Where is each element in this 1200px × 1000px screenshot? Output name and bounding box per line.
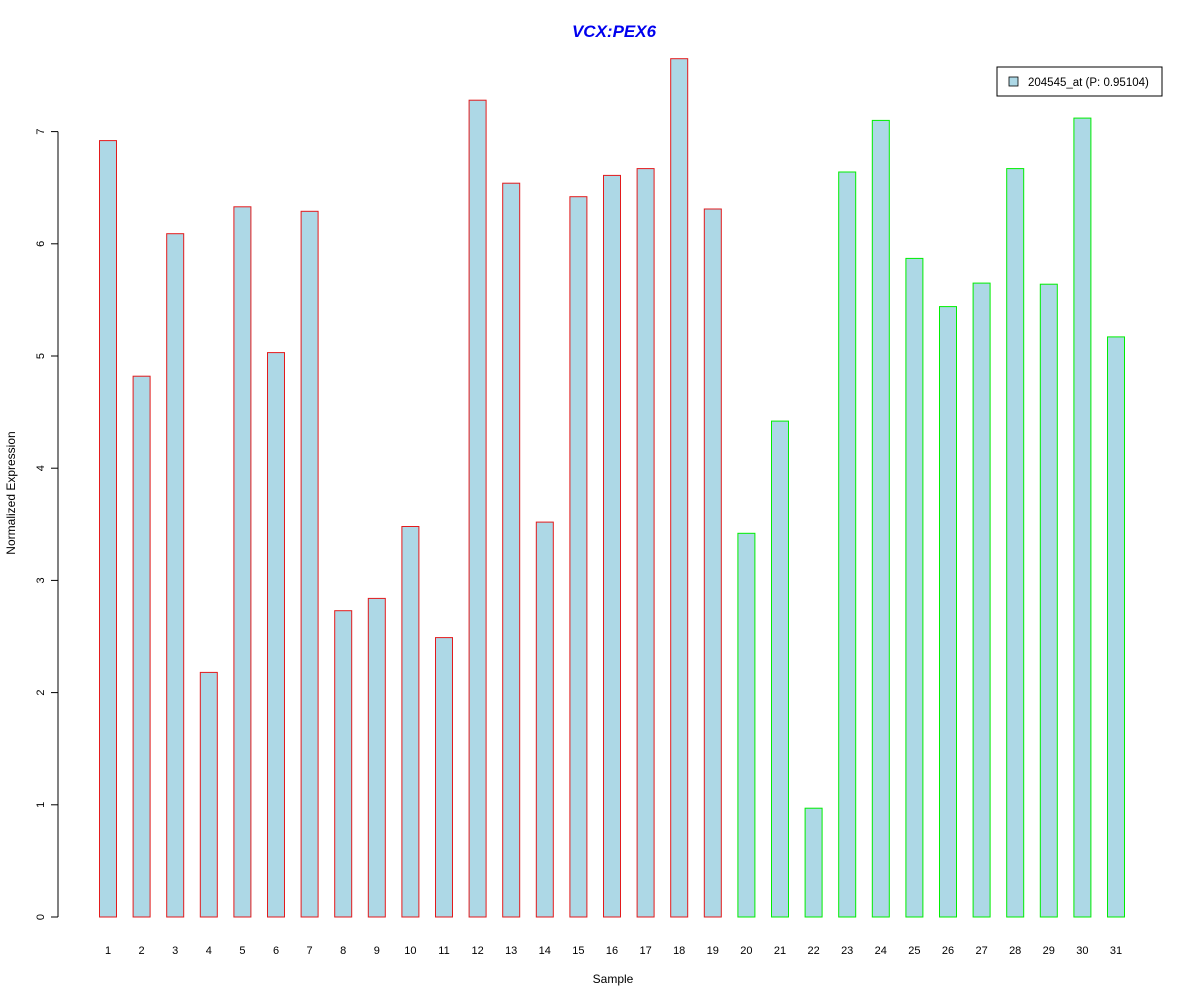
x-tick-label: 29: [1043, 945, 1055, 957]
y-axis: 0 1 2 3 4 5 6 7: [35, 129, 59, 920]
x-axis-tick-labels: 1 2 3 4 5 6 7 8 9 10 11 12 13 14 15 16 17 18 19 20 21 22 23 24 2…: [105, 945, 1122, 957]
x-tick-label: 10: [404, 945, 416, 957]
y-tick-label: 5: [35, 353, 47, 359]
x-tick-label: 25: [908, 945, 920, 957]
x-tick-label: 3: [172, 945, 178, 957]
bar-sample-9: [367, 597, 386, 918]
x-tick-label: 22: [807, 945, 819, 957]
x-tick-label: 6: [273, 945, 279, 957]
bar-sample-5: [233, 206, 252, 918]
legend-box: [996, 66, 1163, 97]
bar-sample-15: [569, 196, 588, 918]
x-tick-label: 21: [774, 945, 786, 957]
bar-sample-6: [267, 352, 285, 918]
bar-sample-16: [603, 174, 621, 918]
y-tick-label: 0: [35, 914, 47, 920]
x-tick-label: 24: [875, 945, 887, 957]
bar-sample-26: [939, 306, 957, 918]
bar-sample-10: [401, 526, 420, 918]
x-tick-label: 5: [239, 945, 245, 957]
bar-sample-8: [334, 610, 353, 918]
bar-sample-13: [502, 182, 521, 918]
bar-sample-23: [838, 171, 857, 918]
x-tick-label: 17: [639, 945, 651, 957]
bar-sample-31: [1107, 336, 1125, 918]
x-tick-label: 11: [438, 945, 449, 957]
x-tick-label: 31: [1110, 945, 1122, 957]
x-tick-label: 20: [740, 945, 752, 957]
x-axis-title: Sample: [593, 972, 634, 986]
y-axis-title: Normalized Expression: [4, 431, 18, 554]
y-tick-label: 1: [35, 802, 47, 808]
x-tick-label: 26: [942, 945, 954, 957]
chart-title: VCX:PEX6: [572, 22, 657, 41]
x-tick-label: 9: [374, 945, 380, 957]
bar-sample-17: [636, 168, 655, 918]
x-tick-label: 28: [1009, 945, 1021, 957]
bar-sample-21: [771, 420, 789, 918]
bar-sample-12: [468, 99, 487, 918]
y-tick-label: 2: [35, 690, 47, 696]
x-tick-label: 1: [105, 945, 111, 957]
x-tick-label: 2: [139, 945, 145, 957]
x-tick-label: 8: [340, 945, 346, 957]
bar-sample-7: [300, 210, 319, 918]
bar-sample-25: [905, 257, 924, 918]
bar-sample-24: [871, 119, 890, 918]
y-tick-label: 3: [35, 577, 47, 583]
legend-label: 204545_at (P: 0.95104): [1028, 77, 1149, 89]
y-tick-label: 7: [35, 129, 47, 135]
x-tick-label: 27: [975, 945, 987, 957]
bar-sample-20: [737, 532, 756, 918]
x-tick-label: 14: [539, 945, 551, 957]
x-tick-label: 30: [1076, 945, 1088, 957]
legend-swatch: [1008, 76, 1019, 87]
y-tick-label: 6: [35, 241, 47, 247]
x-tick-label: 4: [206, 945, 212, 957]
bar-sample-29: [1039, 283, 1058, 918]
y-tick-label: 4: [35, 465, 47, 471]
bar-sample-2: [132, 375, 151, 918]
x-tick-label: 7: [307, 945, 313, 957]
bars-group: [99, 58, 1125, 918]
x-tick-label: 12: [471, 945, 483, 957]
x-tick-label: 23: [841, 945, 853, 957]
x-tick-label: 15: [572, 945, 584, 957]
bar-sample-3: [166, 233, 185, 918]
bar-sample-4: [199, 671, 218, 918]
bar-sample-27: [972, 282, 991, 918]
bar-sample-19: [703, 208, 722, 918]
legend: 204545_at (P: 0.95104): [996, 66, 1163, 97]
bar-sample-18: [670, 58, 689, 918]
bar-sample-30: [1073, 117, 1092, 918]
bar-sample-22: [804, 807, 823, 918]
x-tick-label: 16: [606, 945, 618, 957]
x-tick-label: 19: [707, 945, 719, 957]
bar-sample-28: [1006, 168, 1025, 918]
bar-sample-11: [435, 637, 453, 918]
x-tick-label: 13: [505, 945, 517, 957]
bar-sample-14: [535, 521, 554, 918]
bar-sample-1: [99, 140, 117, 918]
x-tick-label: 18: [673, 945, 685, 957]
